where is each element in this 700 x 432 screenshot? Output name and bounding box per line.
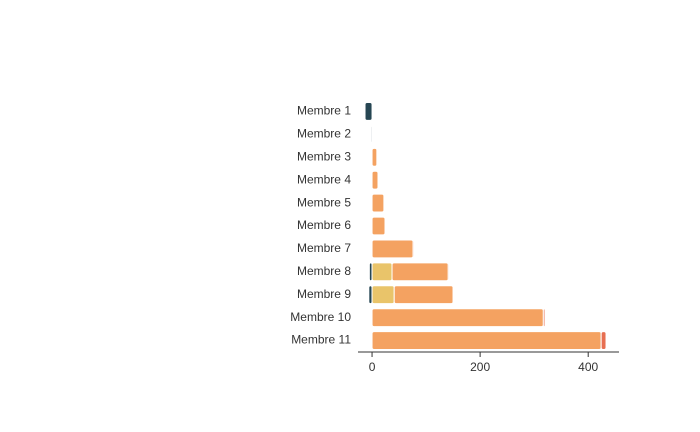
bar-segment [371,308,544,328]
bar-segment [371,193,385,213]
y-tick-label: Membre 11 [291,333,351,347]
bar-segment [412,239,415,259]
y-tick-label: Membre 9 [297,287,351,301]
bar-segment [371,216,386,236]
bar-segment [371,262,393,282]
bar-segment [364,102,373,121]
bar-segment [371,170,379,190]
bar-segment [377,170,380,190]
x-tick-label: 200 [470,360,490,374]
y-tick-label: Membre 7 [297,241,351,255]
bar-segment [371,331,602,350]
bar-segment [376,147,378,167]
bar-segment [384,216,387,236]
y-tick-label: Membre 2 [297,127,351,141]
y-tick-label: Membre 3 [297,149,351,163]
bar-segment [542,308,546,328]
bar-segment [447,262,450,282]
x-tick-label: 0 [369,360,376,374]
y-tick-label: Membre 6 [297,218,351,232]
bar-segment [393,285,454,305]
y-tick-label: Membre 4 [297,172,351,186]
x-tick-label: 400 [578,360,598,374]
bar-segment [383,193,385,213]
y-tick-label: Membre 10 [290,310,351,324]
bar-segment [371,147,378,167]
y-tick-label: Membre 5 [297,195,351,209]
bar-segment [371,285,395,305]
y-tick-label: Membre 8 [297,264,351,278]
y-tick-label: Membre 1 [297,104,351,118]
bar-segment [452,285,455,305]
bar-segment [370,124,373,144]
bar-segment [391,262,449,282]
bar-segment [600,331,607,350]
bar-segment [371,239,414,259]
